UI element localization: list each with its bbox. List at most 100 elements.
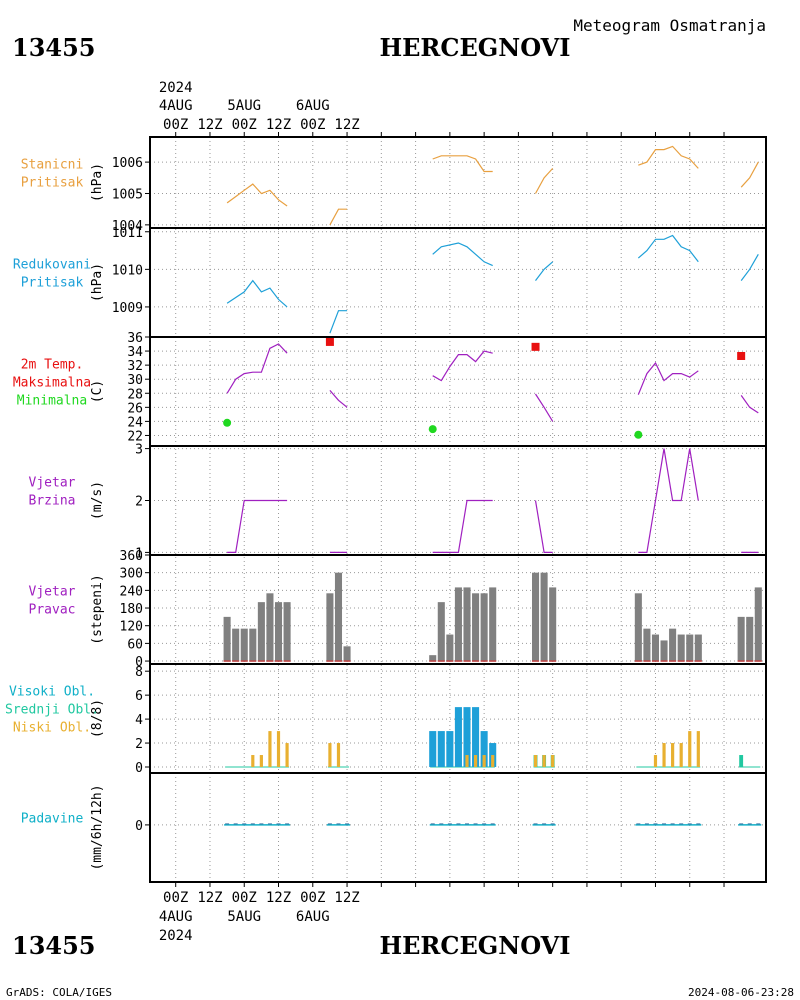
cloud-bar (551, 755, 555, 768)
panel-label: Maksimalna (13, 376, 91, 391)
time-tick-label-top: 12Z (197, 117, 222, 133)
panel-frame (149, 336, 767, 447)
series-line (740, 161, 759, 188)
date-label-bottom: 6AUG (296, 909, 330, 925)
panel-label: Visoki Obl. (9, 685, 95, 700)
panel-frame (149, 227, 767, 338)
y-tick-label: 36 (127, 331, 143, 346)
wind-dir-bar (540, 572, 548, 662)
wind-dir-bar (343, 646, 351, 662)
y-tick-label: 1011 (112, 226, 143, 241)
wind-dir-bar (677, 634, 685, 662)
y-tick-label: 0 (135, 819, 143, 834)
data-layer (223, 145, 762, 826)
series-line (226, 183, 288, 207)
y-tick-label: 6 (135, 689, 143, 704)
y-tick-label: 24 (127, 415, 143, 430)
y-tick-label: 2 (135, 495, 143, 510)
min-temp-marker (428, 425, 437, 434)
axis-unit-label: (8/8) (90, 699, 105, 738)
wind-dir-bar (249, 628, 257, 662)
series-line (432, 242, 493, 267)
wind-dir-bar (660, 640, 668, 662)
frame-layer (145, 132, 767, 887)
wind-dir-bar (326, 593, 334, 662)
time-tick-label-bottom: 12Z (197, 890, 222, 906)
panel-label: Pritisak (21, 176, 84, 191)
wind-dir-bar (472, 593, 480, 662)
wind-dir-bar (240, 628, 248, 662)
series-line (534, 393, 554, 422)
y-tick-label: 4 (135, 713, 143, 728)
date-label-top: 5AUG (227, 98, 261, 114)
y-tick-label: 26 (127, 401, 143, 416)
cloud-bar (671, 743, 675, 768)
cloud-bar (653, 755, 658, 768)
wind-dir-bar (694, 634, 702, 662)
chart-subtitle: Meteogram Osmatranja (573, 16, 766, 35)
wind-dir-bar (334, 572, 343, 662)
time-tick-label-bottom: 00Z (232, 890, 257, 906)
text-layer: 13455 HERCEGNOVI Meteogram Osmatranja 1 3… (5, 16, 794, 999)
y-tick-label: 1006 (112, 156, 143, 171)
cloud-bar (454, 707, 462, 768)
time-tick-label-top: 12Z (334, 117, 359, 133)
series-line (534, 500, 553, 554)
cloud-bar (482, 755, 486, 768)
cloud-bar (688, 731, 692, 768)
y-tick-label: 2 (135, 737, 143, 752)
series-line (329, 390, 348, 408)
series-line (740, 254, 759, 281)
axis-unit-label: (stepeni) (90, 574, 105, 644)
max-temp-marker (325, 337, 334, 346)
y-tick-label: 22 (127, 429, 143, 444)
time-tick-label-bottom: 12Z (334, 890, 359, 906)
panel-label: Srednji Obl. (5, 703, 99, 718)
series-line (740, 395, 759, 414)
panel-label: Pritisak (21, 276, 84, 291)
wind-dir-bar (223, 616, 231, 662)
time-tick-label-bottom: 12Z (266, 890, 291, 906)
cloud-bar (473, 755, 478, 768)
y-tick-label: 1 (135, 546, 143, 561)
series-line (226, 279, 288, 308)
panel-label: Vjetar (29, 585, 76, 600)
station-name-top: HERCEGNOVI (379, 33, 570, 62)
y-tick-label: 300 (120, 567, 143, 582)
cloud-bar (491, 755, 495, 768)
cloud-bar (472, 707, 480, 768)
date-label-bottom: 4AUG (159, 909, 193, 925)
wind-dir-bar (686, 634, 694, 662)
panel-label: Redukovani (13, 258, 91, 273)
panel-label: Vjetar (29, 476, 76, 491)
wind-dir-bar (446, 634, 454, 662)
wind-dir-bar (549, 587, 557, 662)
wind-dir-bar (274, 602, 283, 662)
series-line (534, 167, 554, 194)
wind-dir-bar (489, 587, 497, 662)
y-tick-label: 60 (127, 637, 143, 652)
cloud-bar (465, 755, 469, 768)
wind-dir-bar (754, 587, 762, 662)
y-tick-label: 28 (127, 387, 143, 402)
wind-dir-bar (480, 593, 488, 662)
cloud-bar (679, 743, 683, 768)
wind-dir-bar (266, 593, 274, 662)
max-temp-marker (737, 351, 746, 360)
year-label-bottom: 2024 (159, 928, 193, 944)
wind-dir-bar (463, 587, 471, 662)
panel-label: Niski Obl. (13, 721, 91, 736)
station-id-top: 13455 (12, 33, 96, 62)
y-tick-label: 180 (120, 602, 143, 617)
max-temp-marker (531, 342, 540, 351)
cloud-bar (437, 731, 445, 768)
cloud-bar (268, 731, 272, 768)
wind-dir-bar (232, 628, 240, 662)
axis-unit-label: (m/s) (90, 481, 105, 520)
series-line (432, 350, 493, 382)
panel-label: Brzina (29, 494, 76, 509)
panel-label: Pravac (29, 603, 76, 618)
station-name-bottom: HERCEGNOVI (379, 931, 570, 960)
y-tick-label: 8 (135, 665, 143, 680)
cloud-bar (251, 755, 255, 768)
